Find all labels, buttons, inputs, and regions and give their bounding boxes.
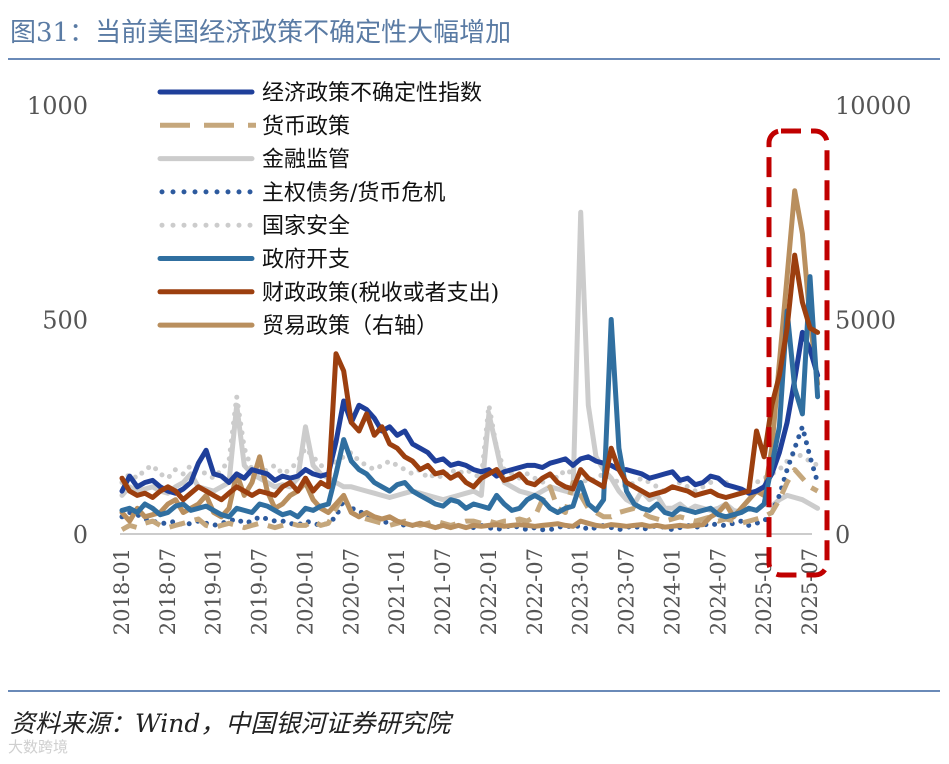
x-tick-label: 2025-07 xyxy=(798,548,822,635)
title-divider xyxy=(8,58,940,60)
legend-label-1: 货币政策 xyxy=(262,114,350,139)
x-tick-label: 2022-07 xyxy=(523,548,547,635)
legend-label-0: 经济政策不确定性指数 xyxy=(262,81,482,106)
watermark: 大数跨境 xyxy=(8,738,69,756)
x-tick-label: 2021-01 xyxy=(385,548,409,635)
x-tick-label: 2022-01 xyxy=(477,548,501,635)
legend: 经济政策不确定性指数货币政策金融监管主权债务/货币危机国家安全政府开支财政政策(… xyxy=(157,81,499,339)
legend-label-5: 政府开支 xyxy=(262,248,350,273)
series-line-6 xyxy=(119,252,821,503)
legend-label-4: 国家安全 xyxy=(262,214,350,239)
x-tick-label: 2020-07 xyxy=(339,548,363,635)
series-line-2 xyxy=(119,209,821,515)
x-tick-label: 2018-01 xyxy=(110,548,134,635)
y-tick-right: 5000 xyxy=(835,307,896,335)
series-line-0 xyxy=(119,329,821,496)
x-tick-label: 2019-01 xyxy=(202,548,226,635)
y-tick-right: 0 xyxy=(835,521,850,549)
x-tick-label: 2024-07 xyxy=(706,548,730,635)
legend-label-6: 财政政策(税收或者支出) xyxy=(262,281,499,306)
series-layer xyxy=(119,188,821,533)
x-tick-label: 2024-01 xyxy=(660,548,684,635)
legend-label-7: 贸易政策（右轴） xyxy=(262,314,438,339)
y-tick-right: 10000 xyxy=(835,92,911,120)
source-note: 资料来源：Wind，中国银河证券研究院 xyxy=(10,709,451,738)
x-tick-label: 2025-01 xyxy=(752,548,776,635)
footer-divider xyxy=(8,690,940,692)
y-tick-left: 0 xyxy=(73,521,88,549)
highlight-box xyxy=(766,128,830,578)
y-tick-left: 1000 xyxy=(27,92,88,120)
legend-label-3: 主权债务/货币危机 xyxy=(262,181,445,206)
x-tick-label: 2019-07 xyxy=(248,548,272,635)
x-tick-label: 2023-01 xyxy=(569,548,593,635)
y-tick-left: 500 xyxy=(42,307,88,335)
x-tick-label: 2020-01 xyxy=(293,548,317,635)
page-title: 图31：当前美国经济政策不确定性大幅增加 xyxy=(10,18,512,48)
series-line-5 xyxy=(119,274,821,520)
x-tick-label: 2018-07 xyxy=(156,548,180,635)
x-tick-label: 2021-07 xyxy=(431,548,455,635)
series-line-1 xyxy=(120,467,819,532)
legend-label-2: 金融监管 xyxy=(262,148,350,173)
x-tick-label: 2023-07 xyxy=(615,548,639,635)
